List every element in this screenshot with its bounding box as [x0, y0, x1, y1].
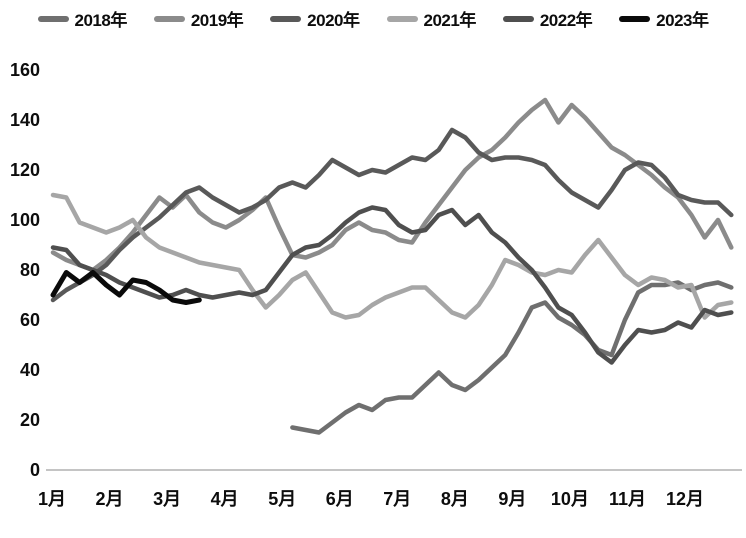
legend-swatch-icon [502, 15, 534, 22]
legend-item-2018: 2018年 [37, 6, 128, 31]
legend-label: 2021年 [423, 11, 477, 30]
legend-swatch-icon [37, 15, 69, 22]
legend-label: 2020年 [307, 11, 360, 30]
x-axis-tick-label: 2月 [96, 489, 124, 509]
legend-item-2020: 2020年 [270, 6, 360, 31]
legend-swatch-icon [619, 15, 651, 22]
y-axis-tick-label: 160 [10, 60, 40, 80]
series-line-2023 [50, 270, 202, 305]
x-axis-tick-label: 1月 [38, 489, 66, 509]
legend-label: 2023年 [656, 11, 709, 30]
y-axis-tick-label: 80 [20, 260, 40, 280]
legend-item-2022: 2022年 [502, 6, 593, 31]
y-axis-tick-label: 40 [20, 360, 40, 380]
legend-swatch-icon [153, 15, 185, 22]
y-axis-tick-label: 140 [10, 110, 40, 130]
x-axis-tick-label: 8月 [441, 489, 469, 509]
y-axis-tick-label: 20 [20, 410, 40, 430]
legend-label: 2018年 [74, 11, 128, 30]
chart-legend: 2018年 2019年 2020年 2021年 2022年 2023年 [0, 6, 746, 31]
x-axis-tick-label: 6月 [326, 489, 354, 509]
y-axis-tick-label: 120 [10, 160, 40, 180]
legend-item-2019: 2019年 [153, 6, 244, 31]
x-axis-tick-label: 4月 [211, 489, 239, 509]
x-axis-tick-label: 11月 [609, 489, 646, 509]
series-line-2019 [50, 97, 734, 273]
legend-label: 2022年 [539, 11, 593, 30]
legend-swatch-icon [270, 15, 302, 22]
y-axis-tick-label: 60 [20, 310, 40, 330]
x-axis-tick-label: 12月 [666, 489, 704, 509]
legend-item-2023: 2023年 [619, 6, 709, 31]
x-axis-tick-label: 10月 [551, 489, 589, 509]
legend-label: 2019年 [190, 11, 244, 30]
series-line-2020 [50, 127, 734, 303]
x-axis-tick-label: 9月 [498, 489, 526, 509]
series-line-2021 [50, 192, 734, 320]
y-axis-tick-label: 0 [30, 460, 40, 480]
series-line-2018 [290, 280, 734, 435]
legend-swatch-icon [386, 15, 418, 22]
x-axis-tick-label: 7月 [383, 489, 411, 509]
x-axis-tick-label: 5月 [268, 489, 296, 509]
legend-item-2021: 2021年 [386, 6, 477, 31]
x-axis-tick-label: 3月 [153, 489, 181, 509]
y-axis-tick-label: 100 [10, 210, 40, 230]
